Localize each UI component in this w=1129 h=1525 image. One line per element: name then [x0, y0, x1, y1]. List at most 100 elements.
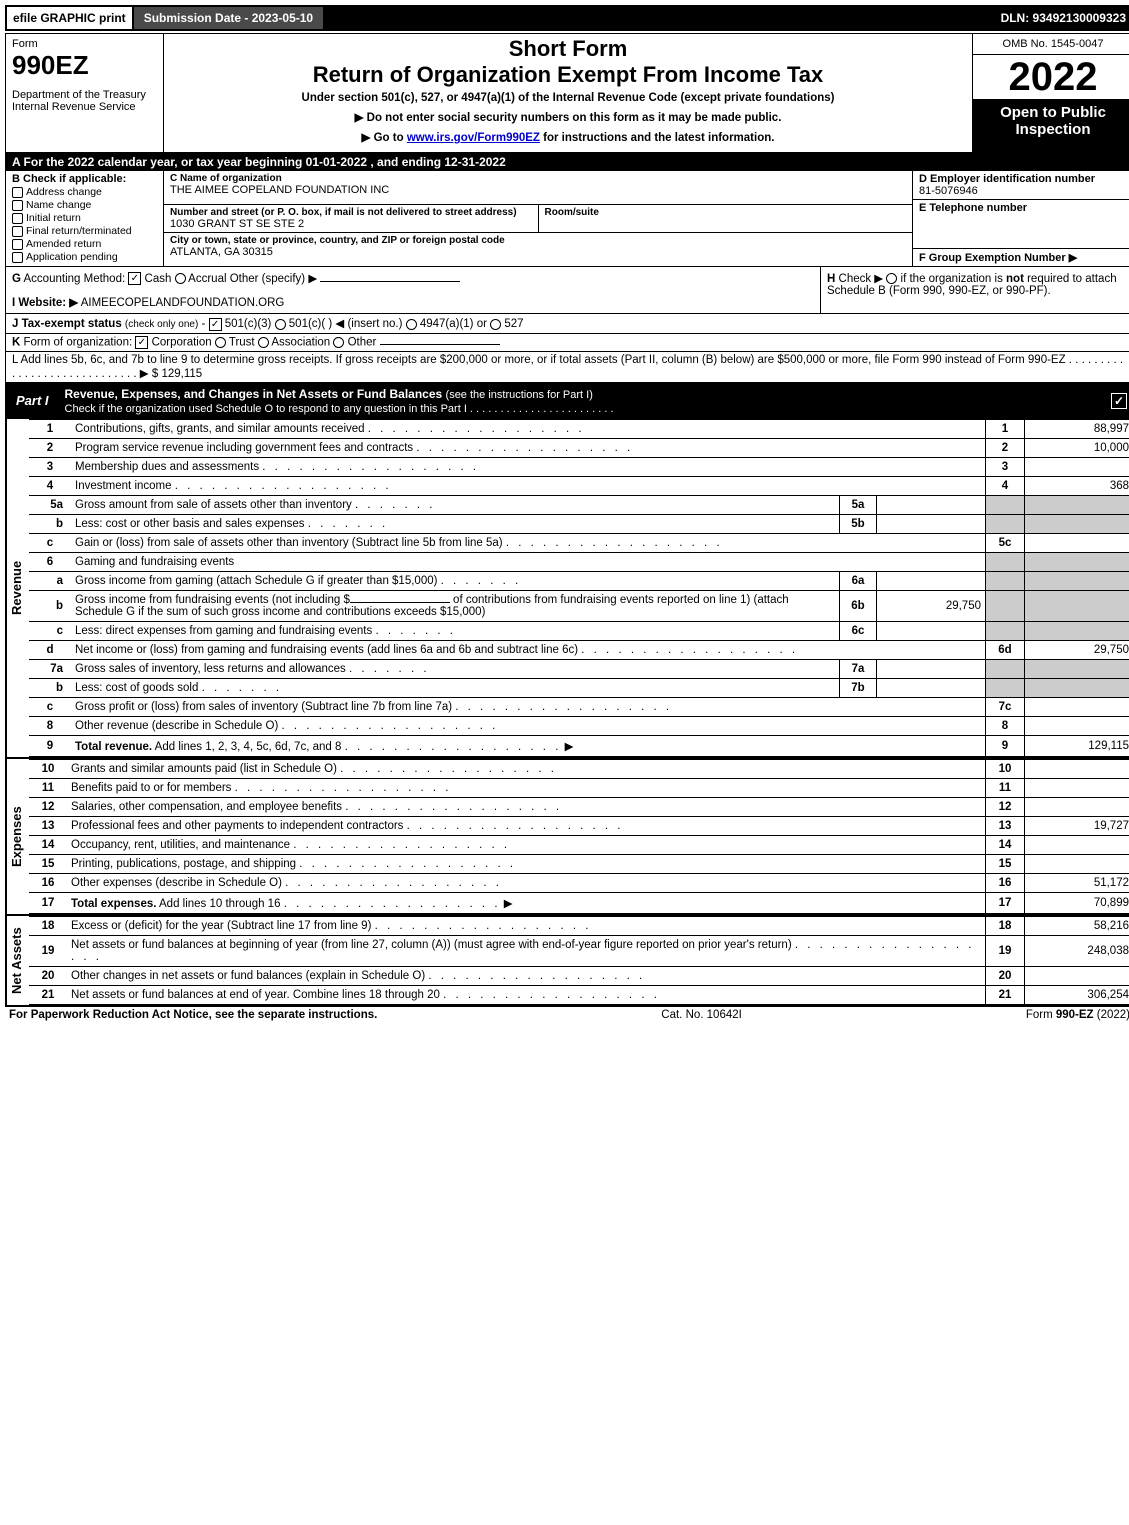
line-number: 9: [29, 735, 71, 756]
line-label: 2: [986, 438, 1025, 457]
line-value-gray: [1025, 571, 1129, 590]
website-value: AIMEECOPELANDFOUNDATION.ORG: [81, 297, 285, 309]
table-row: 21 Net assets or fund balances at end of…: [29, 985, 1129, 1004]
line-value-gray: [1025, 678, 1129, 697]
section-b-item[interactable]: Application pending: [12, 251, 157, 263]
line-number: 8: [29, 716, 71, 735]
table-row: 10 Grants and similar amounts paid (list…: [29, 759, 1129, 778]
line-value: 29,750: [1025, 640, 1129, 659]
checkbox-icon: [12, 252, 23, 263]
other-org-checkbox[interactable]: [333, 337, 344, 348]
checkbox-label: Name change: [26, 199, 91, 211]
line-number: 18: [29, 916, 67, 935]
irs-link[interactable]: www.irs.gov/Form990EZ: [407, 132, 540, 144]
line-value: [1025, 797, 1129, 816]
line-desc: Less: direct expenses from gaming and fu…: [71, 621, 840, 640]
form-title-block: Short Form Return of Organization Exempt…: [164, 34, 973, 152]
527-checkbox[interactable]: [490, 319, 501, 330]
line-desc: Other revenue (describe in Schedule O) .…: [71, 716, 986, 735]
4947-checkbox[interactable]: [406, 319, 417, 330]
line-label-gray: [986, 678, 1025, 697]
header-grid: B Check if applicable: Address changeNam…: [5, 171, 1129, 267]
line-desc: Gross profit or (loss) from sales of inv…: [71, 697, 986, 716]
section-a-tax-year: A For the 2022 calendar year, or tax yea…: [5, 153, 1129, 171]
table-row: c Gross profit or (loss) from sales of i…: [29, 697, 1129, 716]
corporation-checkbox[interactable]: [135, 336, 148, 349]
city-value: ATLANTA, GA 30315: [170, 246, 906, 258]
mini-value: [877, 495, 986, 514]
line-label-gray: [986, 571, 1025, 590]
section-b-item[interactable]: Name change: [12, 199, 157, 211]
line-label: 1: [986, 419, 1025, 438]
mini-value: [877, 571, 986, 590]
section-j: J Tax-exempt status (check only one) - 5…: [5, 314, 1129, 333]
ssn-warning: ▶ Do not enter social security numbers o…: [168, 110, 968, 124]
section-c-block: C Name of organization THE AIMEE COPELAN…: [164, 171, 1129, 266]
501c3-checkbox[interactable]: [209, 318, 222, 331]
section-k: K Form of organization: Corporation Trus…: [5, 334, 1129, 352]
part-1-title: Revenue, Expenses, and Changes in Net As…: [59, 384, 1111, 418]
association-checkbox[interactable]: [258, 337, 269, 348]
line-number: 3: [29, 457, 71, 476]
form-number: 990EZ: [12, 50, 157, 81]
line-number: c: [29, 621, 71, 640]
line-value: [1025, 854, 1129, 873]
mini-label: 7b: [840, 678, 877, 697]
line-desc: Program service revenue including govern…: [71, 438, 986, 457]
accrual-checkbox[interactable]: [175, 273, 186, 284]
trust-checkbox[interactable]: [215, 337, 226, 348]
part-1-check-text: Check if the organization used Schedule …: [65, 403, 614, 415]
section-b-item[interactable]: Address change: [12, 186, 157, 198]
section-b-item[interactable]: Amended return: [12, 238, 157, 250]
cash-checkbox[interactable]: [128, 272, 141, 285]
line-value: [1025, 716, 1129, 735]
checkbox-icon: [12, 213, 23, 224]
section-e: E Telephone number: [913, 200, 1129, 249]
line-value: 51,172: [1025, 873, 1129, 892]
section-g-left: G Accounting Method: Cash Accrual Other …: [6, 267, 820, 313]
line-desc: Gross amount from sale of assets other t…: [71, 495, 840, 514]
netassets-side-label: Net Assets: [6, 916, 29, 1005]
checkbox-icon: [12, 226, 23, 237]
line-label: 8: [986, 716, 1025, 735]
line-l-value: 129,115: [161, 368, 202, 380]
line-value: 19,727: [1025, 816, 1129, 835]
short-form-title: Short Form: [168, 36, 968, 62]
section-gh: G Accounting Method: Cash Accrual Other …: [5, 267, 1129, 314]
line-desc: Total expenses. Add lines 10 through 16 …: [67, 892, 986, 913]
line-number: 7a: [29, 659, 71, 678]
table-row: d Net income or (loss) from gaming and f…: [29, 640, 1129, 659]
line-desc: Net assets or fund balances at beginning…: [67, 935, 986, 966]
line-label: 14: [986, 835, 1025, 854]
note2-pre: ▶ Go to: [362, 132, 407, 144]
line-value: 58,216: [1025, 916, 1129, 935]
other-org-field[interactable]: [380, 344, 500, 345]
phone-label: E Telephone number: [919, 202, 1027, 214]
mini-label: 6b: [840, 590, 877, 621]
line-label-gray: [986, 659, 1025, 678]
table-row: 11 Benefits paid to or for members . . .…: [29, 778, 1129, 797]
section-b-item[interactable]: Final return/terminated: [12, 225, 157, 237]
line-number: 16: [29, 873, 67, 892]
501c-checkbox[interactable]: [275, 319, 286, 330]
checkbox-label: Amended return: [26, 238, 101, 250]
section-b-item[interactable]: Initial return: [12, 212, 157, 224]
section-b-checkboxes: B Check if applicable: Address changeNam…: [6, 171, 164, 266]
line-number: c: [29, 697, 71, 716]
line-label-gray: [986, 621, 1025, 640]
checkbox-label: Final return/terminated: [26, 225, 132, 237]
line-desc: Gain or (loss) from sale of assets other…: [71, 533, 986, 552]
part-1-schedule-o-checkbox[interactable]: [1111, 393, 1127, 409]
table-row: 5a Gross amount from sale of assets othe…: [29, 495, 1129, 514]
schedule-b-checkbox[interactable]: [886, 273, 897, 284]
mini-label: 6c: [840, 621, 877, 640]
section-h: H Check ▶ if the organization is not req…: [820, 267, 1129, 313]
table-row: b Less: cost or other basis and sales ex…: [29, 514, 1129, 533]
line-label: 10: [986, 759, 1025, 778]
line-value: 306,254: [1025, 985, 1129, 1004]
line-value: [1025, 835, 1129, 854]
line-number: b: [29, 590, 71, 621]
other-method-field[interactable]: [320, 281, 460, 282]
table-row: 7a Gross sales of inventory, less return…: [29, 659, 1129, 678]
main-title: Return of Organization Exempt From Incom…: [168, 62, 968, 88]
